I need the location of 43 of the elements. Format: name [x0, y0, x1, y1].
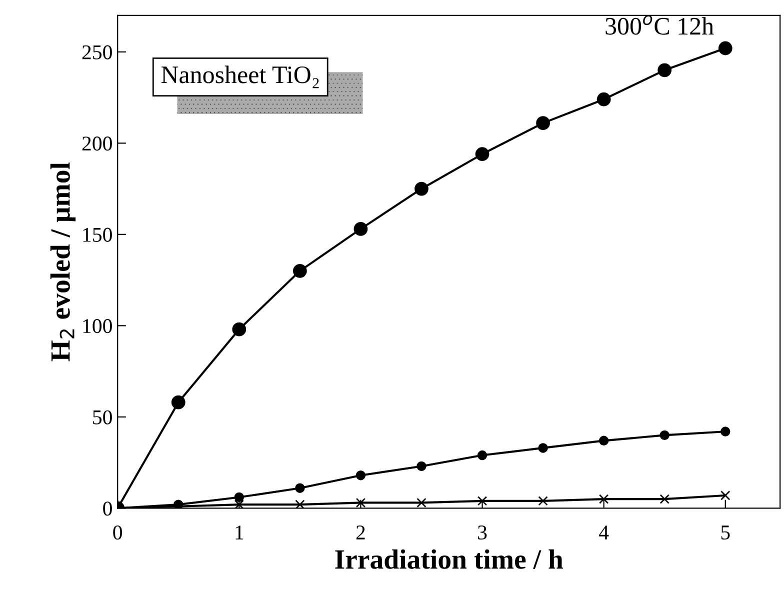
x-axis-title: Irradiation time / h — [335, 549, 563, 569]
y-tick-label: 0 — [103, 502, 112, 516]
point — [295, 483, 305, 493]
point — [475, 147, 490, 162]
point — [477, 496, 488, 506]
point — [232, 322, 246, 336]
y-tick-label: 150 — [83, 228, 112, 242]
x-tick-label: 4 — [599, 526, 609, 540]
point — [598, 436, 609, 446]
point — [538, 443, 548, 453]
x-tick-label: 3 — [478, 526, 487, 540]
y-tick-label: 250 — [82, 45, 112, 60]
point — [720, 426, 730, 436]
point — [416, 498, 426, 508]
point — [356, 498, 366, 508]
point — [477, 450, 488, 460]
point — [596, 92, 611, 106]
point — [660, 494, 670, 504]
point — [171, 395, 186, 410]
point — [292, 264, 307, 278]
point — [295, 500, 305, 508]
point — [234, 492, 244, 502]
point — [234, 500, 244, 508]
point — [416, 461, 426, 472]
x-tick-label: 2 — [356, 526, 365, 540]
x-tick-label: 1 — [236, 526, 244, 540]
point — [598, 494, 609, 504]
point — [720, 490, 730, 500]
x-tick-label: 0 — [113, 525, 122, 540]
x-tick-label: 5 — [721, 526, 730, 540]
annotation: Nanosheet TiO₂ — [161, 66, 319, 88]
y-tick-label: 50 — [93, 410, 112, 424]
y-tick-label: 200 — [82, 136, 112, 151]
y-tick-label: 100 — [83, 319, 112, 334]
point — [356, 470, 366, 480]
point — [718, 41, 732, 56]
point — [414, 182, 428, 196]
y-axis-title: H$_{2}$ evoled / μmol — [50, 162, 76, 362]
point — [536, 116, 550, 130]
point — [660, 430, 670, 440]
point — [538, 496, 548, 506]
point — [354, 222, 368, 236]
point — [658, 63, 672, 78]
